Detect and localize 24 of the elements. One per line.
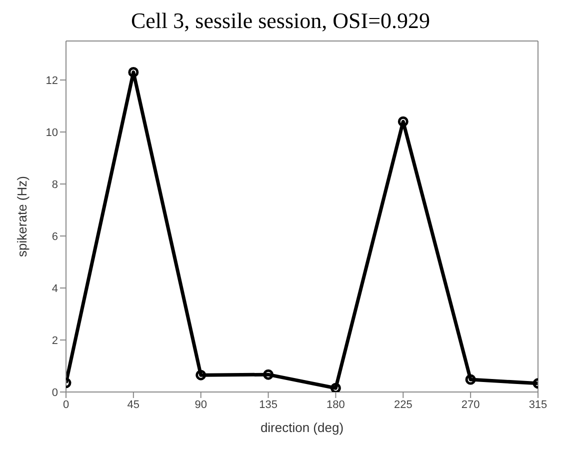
x-tick-label: 135 xyxy=(259,398,278,411)
x-tick-label: 45 xyxy=(127,398,140,411)
point xyxy=(128,66,139,78)
y-tick-label: 10 xyxy=(46,126,58,139)
x-tick-label: 270 xyxy=(461,398,480,411)
chart-title: Cell 3, sessile session, OSI=0.929 xyxy=(130,8,432,34)
point xyxy=(196,370,206,380)
y-tick-label: 4 xyxy=(52,282,58,295)
x-axis-title: direction (deg) xyxy=(260,420,344,435)
point xyxy=(465,374,476,385)
x-tick-label: 315 xyxy=(528,398,548,411)
point xyxy=(330,382,341,392)
y-tick-label: 6 xyxy=(52,230,58,243)
x-tick-label: 180 xyxy=(326,398,345,411)
point xyxy=(398,116,408,127)
y-tick-label: 8 xyxy=(52,178,58,191)
x-tick-label: 225 xyxy=(394,398,412,411)
point xyxy=(263,369,274,380)
y-tick-label: 2 xyxy=(52,334,58,347)
y-axis-title: spikerate (Hz) xyxy=(14,176,30,257)
x-tick-label: 0 xyxy=(62,398,70,411)
y-tick-label: 0 xyxy=(52,386,58,399)
x-tick-label: 90 xyxy=(194,398,207,411)
y-tick-label: 12 xyxy=(46,74,58,87)
